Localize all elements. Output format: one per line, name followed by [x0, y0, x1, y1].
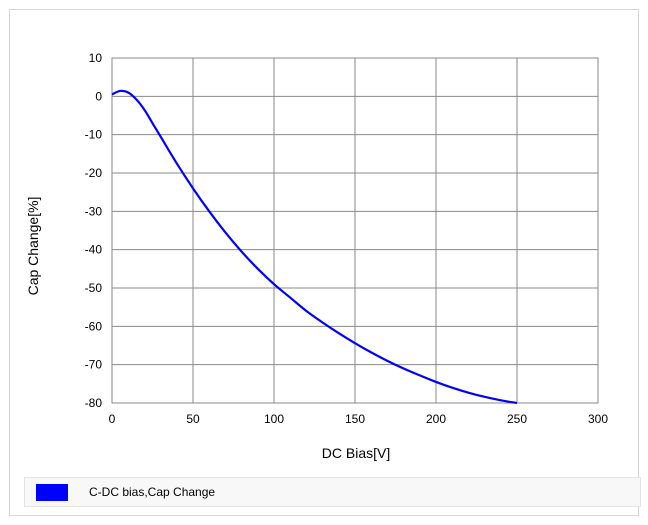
y-tick-label: -30 [85, 204, 103, 218]
y-tick-label: 10 [89, 51, 103, 65]
x-tick-label: 300 [588, 412, 608, 426]
legend-swatch [36, 484, 68, 501]
plot-border [111, 57, 599, 404]
y-tick-label: 0 [95, 89, 102, 103]
x-tick-label: 0 [109, 412, 116, 426]
y-tick-label: -80 [85, 396, 103, 410]
x-tick-label: 50 [186, 412, 200, 426]
x-tick-label: 150 [345, 412, 365, 426]
y-tick-label: -40 [85, 243, 103, 257]
y-axis-label: Cap Change[%] [25, 197, 41, 296]
x-tick-label: 200 [426, 412, 446, 426]
x-tick-label: 250 [507, 412, 527, 426]
y-tick-label: -20 [85, 166, 103, 180]
y-tick-label: -70 [85, 358, 103, 372]
x-axis-label: DC Bias[V] [322, 445, 390, 461]
grid-lines [112, 58, 598, 403]
y-tick-label: -50 [85, 281, 103, 295]
y-tick-label: -10 [85, 128, 103, 142]
legend: C-DC bias,Cap Change [24, 477, 641, 507]
y-axis-ticks: 10 0 -10 -20 -30 -40 -50 -60 -70 -80 [85, 51, 103, 410]
x-axis-ticks: 0 50 100 150 200 250 300 [109, 412, 609, 426]
y-tick-label: -60 [85, 319, 103, 333]
legend-label: C-DC bias,Cap Change [89, 485, 216, 499]
x-tick-label: 100 [264, 412, 284, 426]
series-line-0 [111, 89, 518, 405]
series-lines [111, 89, 518, 405]
